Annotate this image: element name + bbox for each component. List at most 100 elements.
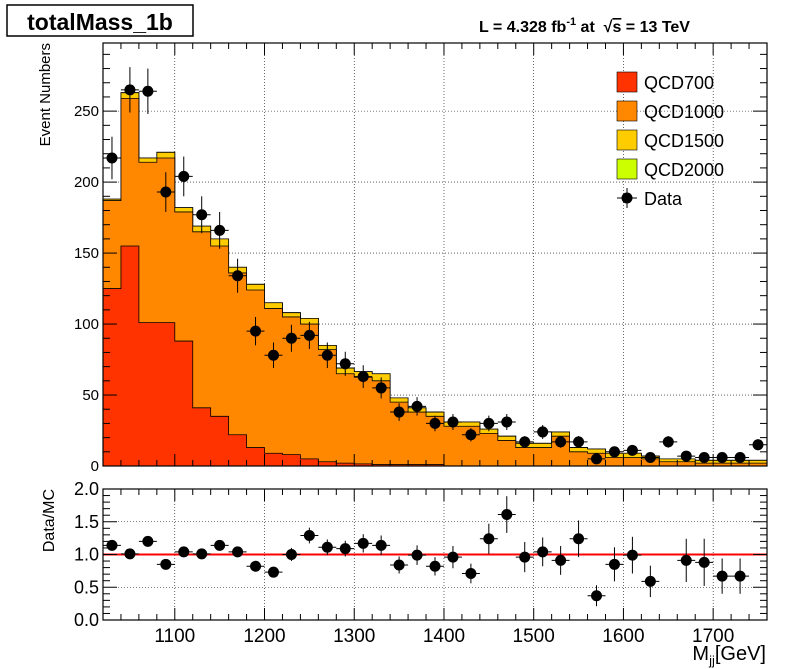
ratio-point [716,570,728,582]
legend-data-marker [621,192,633,204]
ratio-point [626,549,638,561]
title-box-frame [6,4,194,37]
ratio-point [698,556,710,568]
ratio-point [519,551,531,563]
main-ytick-label: 50 [82,387,99,404]
data-point [626,444,638,456]
data-point [591,453,603,465]
ratio-point [232,546,244,558]
ratio-ytick-label: 1.0 [74,545,99,565]
data-point [662,436,674,448]
legend-swatch-qcd2000 [616,158,638,180]
lumi-exponent: -1 [566,16,576,28]
main-ytick-label: 150 [74,245,99,262]
x-axis-label-main: M [692,643,709,665]
ratio-point [160,558,172,570]
ratio-xtick-label: 1400 [423,626,465,647]
legend: QCD700 QCD1000 QCD1500 QCD2000 Data [616,71,724,209]
ratio-point [483,533,495,545]
ratio-point [393,559,405,571]
main-frame [102,42,768,467]
ratio-point [573,533,585,545]
data-point [483,417,495,429]
main-ytick-label: 250 [74,103,99,120]
legend-swatch-qcd700 [616,71,638,93]
ratio-point [339,543,351,555]
data-point [465,429,477,441]
ratio-point [196,548,208,560]
data-point [321,349,333,361]
ratio-point [591,590,603,602]
x-axis-label-sub: jj [708,653,715,668]
data-point [267,349,279,361]
data-point [698,451,710,463]
ratio-ytick-label: 0.0 [74,610,99,630]
ratio-ylabel: Data/MC [41,489,58,552]
data-point [196,209,208,221]
data-point [124,84,136,96]
data-point [160,186,172,198]
x-axis-label: Mjj[GeV] [692,643,766,668]
ratio-xtick-label: 1200 [243,626,285,647]
lumi-suffix: = 13 TeV [621,19,690,36]
legend-label-qcd2000: QCD2000 [644,160,724,180]
legend-label-qcd700: QCD700 [644,73,714,93]
ratio-grid [103,489,767,620]
data-point [232,270,244,282]
ratio-point [124,548,136,560]
data-point [537,426,549,438]
main-histogram-panel: 0 50 100 150 200 250 Event Numbers [37,42,768,475]
data-point [106,152,118,164]
data-point [608,446,620,458]
ratio-point [178,546,190,558]
data-point [752,439,764,451]
ratio-xtick-label: 1600 [602,626,644,647]
data-point [644,451,656,463]
ratio-point [537,546,549,558]
ratio-ytick-label: 2.0 [74,479,99,499]
main-ytick-label: 100 [74,316,99,333]
ratio-ytick-label: 1.5 [74,512,99,532]
data-point [285,332,297,344]
title-box: totalMass_1b [6,4,194,37]
data-point [214,224,226,236]
ratio-axes: 0.0 0.5 1.0 1.5 2.0 1100 1200 1300 1400 1500 1600 1… [74,479,768,647]
legend-swatch-qcd1000 [616,100,638,122]
ratio-point [680,554,692,566]
lumi-sqrt: √ [604,19,613,36]
data-point [393,406,405,418]
main-data-points [103,67,767,465]
ratio-point [142,535,154,547]
ratio-ytick-label: 0.5 [74,577,99,597]
legend-label-qcd1000: QCD1000 [644,102,724,122]
ratio-point [555,554,567,566]
ratio-point [411,549,423,561]
ratio-point [734,570,746,582]
x-axis-label-rest: [GeV] [715,643,766,665]
main-ylabel: Event Numbers [37,43,54,146]
data-point [375,382,387,394]
ratio-point [429,560,441,572]
main-axes: 0 50 100 150 200 250 [74,43,768,475]
data-point [357,371,369,383]
data-point [447,416,459,428]
data-point [716,451,728,463]
data-point [178,170,190,182]
legend-label-data: Data [644,189,683,209]
ratio-point [267,566,279,578]
data-point [429,417,441,429]
lumi-middle: at [576,19,604,36]
ratio-point [357,537,369,549]
title-text: totalMass_1b [27,9,173,35]
data-point [555,436,567,448]
ratio-point [644,575,656,587]
data-point [303,329,315,341]
data-point [734,451,746,463]
data-point [339,358,351,370]
ratio-point [501,509,513,521]
main-ytick-label: 0 [91,458,99,475]
ratio-xtick-label: 1700 [692,626,734,647]
ratio-point [465,567,477,579]
